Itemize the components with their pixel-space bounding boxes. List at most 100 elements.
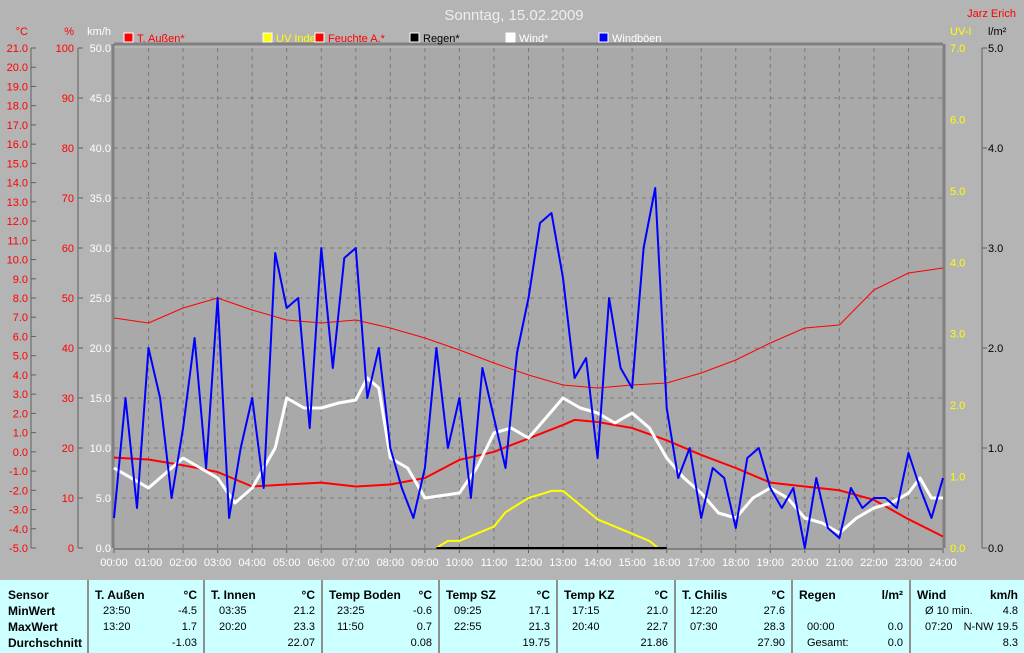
sensor-column-temp-kz: Temp KZ °C 17:15 21.0 20:40 22.7 21.86 [558,580,676,653]
wind-tick-label: 20.0 [90,343,111,355]
temp-tick-label: 9.0 [13,274,28,286]
cell-name: Temp SZ [446,588,496,602]
cell-min-time: 03:35 [219,605,247,617]
cell-max: 28.3 [763,621,785,633]
cell-avg: -1.03 [171,637,197,649]
cell-min: -4.5 [178,605,197,617]
cell-name: T. Chilis [682,588,728,602]
cell-name: Regen [799,588,836,602]
uv-tick-label: 5.0 [950,186,965,198]
legend-label: UV Index [276,33,322,45]
x-tick-label: 02:00 [169,557,197,569]
row-label-max: MaxWert [8,620,58,634]
x-tick-label: 05:00 [273,557,301,569]
stats-table: Sensor MinWert MaxWert Durchschnitt T. A… [0,580,1024,653]
temp-tick-label: 20.0 [7,62,28,74]
cell-min-time: 23:50 [103,605,131,617]
temp-tick-label: -5.0 [9,543,28,555]
cell-max-time: 22:55 [454,621,482,633]
legend-swatch [598,32,609,43]
x-tick-label: 21:00 [826,557,854,569]
cell-max: 0.0 [887,621,903,633]
x-tick-label: 01:00 [135,557,163,569]
sensor-column-temp-boden: Temp Boden °C 23:25 -0.6 11:50 0.7 0.08 [323,580,440,653]
cell-unit: °C [183,588,197,602]
legend-swatch [409,32,420,43]
sensor-column-temp-sz: Temp SZ °C 09:25 17.1 22:55 21.3 19.75 [440,580,558,653]
legend-swatch [262,32,273,43]
legend-swatch [505,32,516,43]
x-tick-label: 07:00 [342,557,370,569]
legend-label: Wind* [519,33,549,45]
cell-unit: l/m² [881,588,903,602]
row-label-avg: Durchschnitt [8,636,83,650]
temp-tick-label: 4.0 [13,370,28,382]
cell-avg: 22.07 [287,637,315,649]
rain-axis-unit: l/m² [988,26,1007,38]
legend-label: T. Außen* [137,33,185,45]
sensor-column-wind: Wind km/h Ø 10 min. 4.8 07:20 N-NW 19.5 8.3 [911,580,1024,653]
cell-max: 0.7 [416,621,432,633]
x-tick-label: 14:00 [584,557,612,569]
cell-name: T. Außen [95,588,145,602]
humidity-tick-label: 90 [62,93,74,105]
wind-tick-label: 0.0 [96,543,111,555]
chart-title: Sonntag, 15.02.2009 [444,7,583,24]
cell-unit: °C [418,588,432,602]
wind-tick-label: 40.0 [90,143,111,155]
temp-tick-label: 3.0 [13,389,28,401]
cell-max: N-NW 19.5 [963,621,1018,633]
uv-tick-label: 6.0 [950,114,965,126]
x-tick-label: 10:00 [446,557,474,569]
cell-avg: 21.86 [640,637,668,649]
uv-axis-unit: UV-I [950,26,971,38]
rain-tick-label: 5.0 [988,43,1003,55]
temperature-line [113,418,944,538]
cell-min: 21.0 [646,605,668,617]
sensor-column-t-au-en: T. Außen °C 23:50 -4.5 13:20 1.7 -1.03 [89,580,205,653]
humidity-tick-label: 0 [68,543,74,555]
cell-avg: 0.0 [887,637,903,649]
cell-max-time: 00:00 [807,621,835,633]
row-label-min: MinWert [8,604,56,618]
cell-min: 17.1 [528,605,550,617]
sensor-column: Sensor MinWert MaxWert Durchschnitt [0,580,89,653]
cell-min-time: 12:20 [690,605,718,617]
cell-min: 21.2 [293,605,315,617]
uv-index-line [435,489,659,549]
wind-axis-unit: km/h [87,26,111,38]
rain-tick-label: 2.0 [988,343,1003,355]
wind-tick-label: 45.0 [90,93,111,105]
cell-avg-label: Gesamt: [807,637,849,649]
temp-tick-label: 18.0 [7,101,28,113]
cell-min: -0.6 [413,605,432,617]
cell-avg: 0.08 [410,637,432,649]
sensor-column-t-chilis: T. Chilis °C 12:20 27.6 07:30 28.3 27.90 [676,580,793,653]
rain-tick-label: 3.0 [988,243,1003,255]
wind-gusts-line [113,187,944,549]
cell-unit: °C [536,588,550,602]
uv-tick-label: 7.0 [950,43,965,55]
cell-name: Temp Boden [329,588,401,602]
x-tick-label: 16:00 [653,557,681,569]
temp-tick-label: 0.0 [13,447,28,459]
x-tick-label: 00:00 [100,557,128,569]
cell-max-time: 20:20 [219,621,247,633]
cell-max-time: 07:30 [690,621,718,633]
temp-tick-label: 7.0 [13,312,28,324]
legend-label: Regen* [423,33,460,45]
cell-name: Wind [917,588,947,602]
humidity-tick-label: 30 [62,393,74,405]
x-tick-label: 12:00 [515,557,543,569]
wind-tick-label: 50.0 [90,43,111,55]
weather-chart: 00:00 01:00 02:00 03:00 04:00 05:00 06:00 07:00… [7,7,1016,569]
x-tick-label: 18:00 [722,557,750,569]
cell-max-time: 20:40 [572,621,600,633]
temp-tick-label: 15.0 [7,158,28,170]
cell-min-time: 09:25 [454,605,482,617]
temp-tick-label: 8.0 [13,293,28,305]
cell-min-time: Ø 10 min. [925,605,973,617]
temp-tick-label: 13.0 [7,197,28,209]
x-tick-label: 03:00 [204,557,232,569]
sensor-column-regen: Regen l/m² 00:00 0.0 Gesamt: 0.0 [793,580,911,653]
